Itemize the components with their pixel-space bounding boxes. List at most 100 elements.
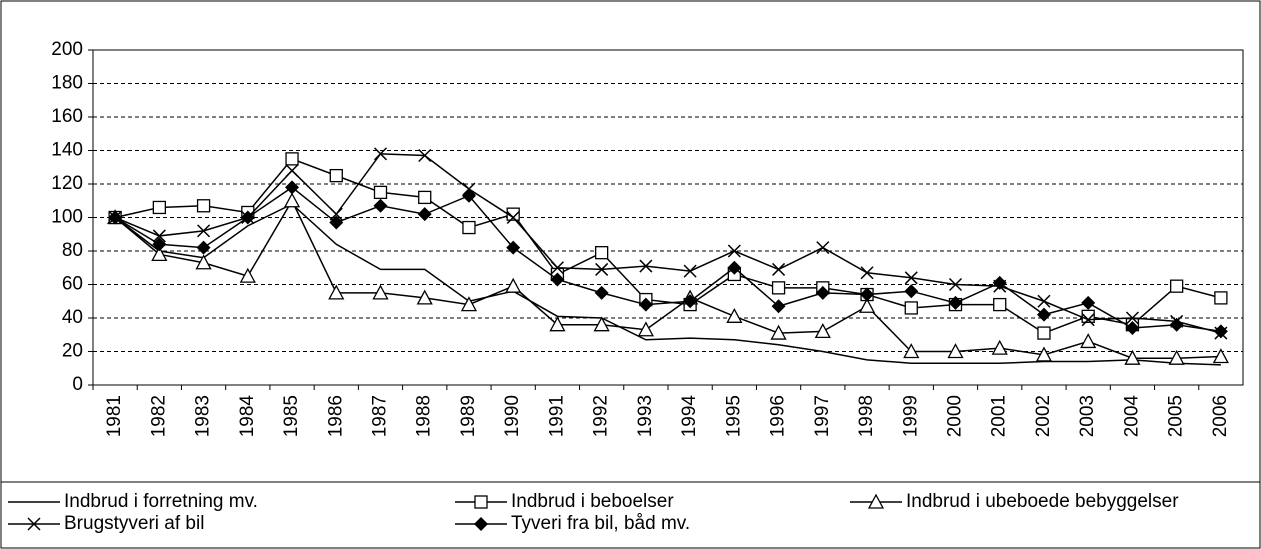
marker xyxy=(860,266,874,280)
x-tick-label: 2005 xyxy=(1166,395,1187,437)
marker xyxy=(991,339,1008,355)
x-tick-label: 1984 xyxy=(237,395,258,438)
marker xyxy=(867,493,885,509)
marker xyxy=(285,164,299,178)
marker xyxy=(992,275,1007,290)
x-tick-label: 1990 xyxy=(502,395,523,437)
marker xyxy=(460,296,478,312)
marker xyxy=(637,321,654,337)
marker xyxy=(152,237,167,252)
marker xyxy=(196,199,211,213)
x-tick-label: 1985 xyxy=(281,395,302,437)
marker xyxy=(1213,324,1228,339)
marker xyxy=(771,281,786,295)
marker xyxy=(1214,291,1228,305)
x-tick-label: 1991 xyxy=(546,395,567,437)
marker xyxy=(639,259,653,273)
marker xyxy=(1125,311,1139,325)
marker xyxy=(726,307,743,323)
marker xyxy=(373,198,388,213)
marker xyxy=(1080,333,1097,349)
x-tick-label: 1992 xyxy=(591,395,612,437)
marker xyxy=(858,297,876,313)
marker xyxy=(683,294,698,309)
marker xyxy=(418,190,432,205)
marker xyxy=(816,241,830,255)
marker xyxy=(727,244,741,258)
marker xyxy=(506,240,521,255)
series-line xyxy=(114,157,1222,334)
marker xyxy=(462,220,476,235)
y-tick-label: 100 xyxy=(51,207,83,228)
series-line xyxy=(114,153,1222,334)
x-tick-label: 2001 xyxy=(989,395,1010,437)
marker xyxy=(595,246,609,260)
marker xyxy=(108,210,123,225)
marker xyxy=(152,229,166,243)
x-tick-label: 1982 xyxy=(148,395,169,437)
marker xyxy=(1212,348,1229,364)
marker xyxy=(240,210,255,225)
series-line xyxy=(114,199,1221,359)
marker xyxy=(594,285,609,300)
x-tick-label: 2000 xyxy=(945,395,966,437)
marker xyxy=(904,271,918,285)
marker xyxy=(196,240,211,255)
marker xyxy=(1125,321,1140,336)
marker xyxy=(1168,349,1185,365)
marker xyxy=(1169,317,1184,332)
marker xyxy=(418,148,432,163)
x-tick-label: 1997 xyxy=(812,395,833,437)
marker xyxy=(372,284,389,300)
marker xyxy=(1037,326,1051,340)
marker xyxy=(903,343,920,359)
x-tick-label: 1988 xyxy=(414,395,435,437)
series-line xyxy=(114,186,1221,333)
x-tick-label: 1986 xyxy=(325,395,346,437)
marker xyxy=(550,261,564,275)
x-tick-label: 1998 xyxy=(856,395,877,437)
x-tick-label: 2002 xyxy=(1033,395,1054,437)
legend-label: Indbrud i forretning mv. xyxy=(64,491,258,512)
marker xyxy=(683,264,697,278)
y-tick-label: 0 xyxy=(72,374,83,395)
marker xyxy=(772,262,786,276)
marker xyxy=(373,185,388,200)
marker xyxy=(195,254,212,270)
x-tick-label: 1989 xyxy=(458,395,479,437)
x-tick-label: 2006 xyxy=(1210,395,1231,437)
x-tick-label: 1996 xyxy=(768,395,789,437)
marker xyxy=(814,323,831,339)
marker xyxy=(329,207,343,221)
legend-label: Tyveri fra bil, båd mv. xyxy=(511,513,690,534)
x-tick-label: 1983 xyxy=(193,395,214,437)
x-tick-label: 1999 xyxy=(900,395,921,437)
marker xyxy=(329,168,343,183)
marker xyxy=(285,152,299,166)
marker xyxy=(461,188,476,203)
marker xyxy=(1037,294,1051,308)
marker xyxy=(152,200,166,215)
marker xyxy=(505,277,522,293)
marker xyxy=(416,289,433,305)
marker xyxy=(593,316,610,332)
legend-label: Indbrud i ubeboede bebyggelser xyxy=(906,491,1179,512)
y-tick-label: 160 xyxy=(51,106,83,127)
marker xyxy=(595,262,609,276)
marker xyxy=(285,180,300,195)
marker xyxy=(474,495,488,509)
marker xyxy=(770,324,787,340)
marker xyxy=(1124,349,1141,365)
x-tick-label: 1995 xyxy=(723,395,744,437)
y-tick-label: 20 xyxy=(62,341,83,362)
marker xyxy=(948,277,963,292)
y-tick-label: 180 xyxy=(51,73,83,94)
y-tick-label: 60 xyxy=(62,274,83,295)
marker xyxy=(550,272,565,287)
marker xyxy=(860,287,875,302)
marker xyxy=(373,147,388,161)
marker xyxy=(549,316,566,332)
legend-label: Brugstyveri af bil xyxy=(64,513,204,534)
y-tick-label: 200 xyxy=(51,39,83,60)
